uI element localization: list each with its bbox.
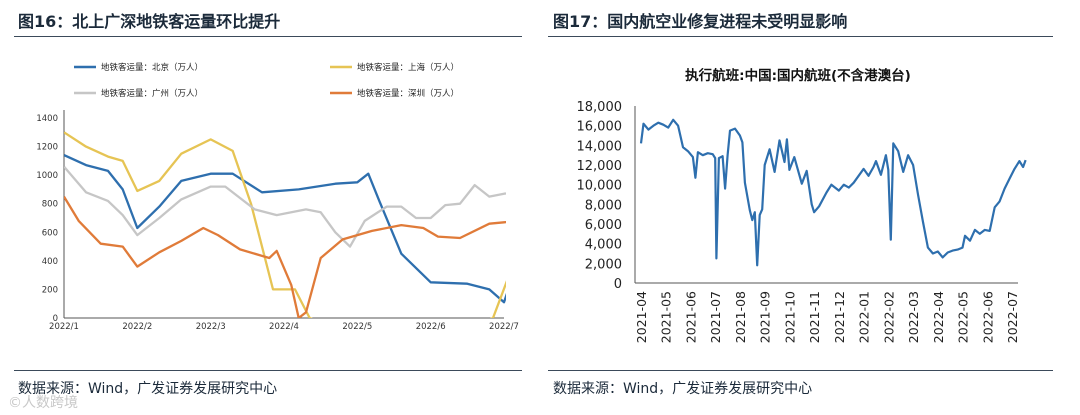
left-series-line-0 [64,154,506,304]
right-source: 数据来源：Wind，广发证券发展研究中心 [553,381,813,397]
left-y-tick-label-3: 600 [42,228,58,238]
left-figure-title: 图16：北上广深地铁客运量环比提升 [18,12,281,31]
left-y-tick-label-5: 1000 [36,171,58,181]
left-y-tick-label-0: 0 [53,314,58,324]
left-legend-label-2: 地铁客运量：广州（万人） [101,88,203,99]
left-x-tick-label-1: 2022/2 [122,322,152,332]
right-figure-title: 图17：国内航空业修复进程未受明显影响 [553,12,848,31]
right-y-tick-label-8: 16,000 [577,120,623,135]
right-x-tick-label-0: 2021-04 [634,291,649,343]
left-legend-label-1: 地铁客运量：上海（万人） [357,62,459,73]
right-x-tick-label-8: 2021-12 [832,291,847,343]
right-y-tick-label-7: 14,000 [577,139,623,154]
right-title-rule [548,36,1053,37]
left-series-line-3 [64,196,506,318]
left-source-rule [14,370,522,371]
right-y-tick-label-2: 4,000 [585,238,622,253]
right-y-tick-label-5: 10,000 [577,179,623,194]
left-y-tick-label-1: 200 [42,285,58,295]
right-series-line-0 [639,118,1027,267]
left-y-tick-label-2: 400 [42,257,58,267]
left-series-line-2 [64,165,506,248]
right-x-tick-label-6: 2021-10 [782,291,797,343]
right-x-tick-label-1: 2021-05 [659,291,674,343]
watermark: ©人数跨境 [8,395,78,411]
right-x-tick-label-4: 2021-08 [733,291,748,343]
right-x-tick-label-9: 2022-01 [857,291,872,343]
right-x-tick-label-5: 2021-09 [758,291,773,343]
right-x-tick-label-10: 2022-02 [881,291,896,343]
left-x-tick-label-5: 2022/6 [416,322,446,332]
left-legend-label-3: 地铁客运量：深圳（万人） [357,88,459,99]
left-x-tick-label-2: 2022/3 [196,322,226,332]
left-source: 数据来源：Wind，广发证券发展研究中心 [18,381,278,397]
left-chart: 0 200 400 600 800 1000 1200 1400 2022/1 2022/2 202… [36,62,519,332]
right-x-tick-label-2: 2021-06 [683,291,698,343]
left-y-tick-label-4: 800 [42,200,58,210]
left-series-line-1 [64,131,313,318]
right-x-tick-label-15: 2022-07 [1005,291,1020,343]
right-x-tick-label-12: 2022-04 [931,291,946,343]
left-x-tick-label-3: 2022/4 [269,322,299,332]
right-x-tick-label-11: 2022-03 [906,291,921,343]
left-title-rule [14,36,522,37]
right-y-tick-label-6: 12,000 [577,159,623,174]
left-x-tick-label-6: 2022/7 [489,322,519,332]
right-y-tick-label-4: 8,000 [585,198,622,213]
right-source-rule [548,370,1053,371]
left-x-tick-label-0: 2022/1 [49,322,79,332]
right-chart-title: 执行航班:中国:国内航班(不含港澳台) [685,67,911,84]
right-y-tick-label-3: 6,000 [585,218,622,233]
right-y-tick-label-0: 0 [614,277,622,292]
right-x-tick-label-7: 2021-11 [807,291,822,343]
right-chart: 执行航班:中国:国内航班(不含港澳台) 0 2,000 4,000 6,000 8,000… [577,67,1027,343]
left-y-tick-label-6: 1200 [36,143,58,153]
left-series-line-1-b [489,280,506,318]
right-y-tick-label-9: 18,000 [577,100,623,115]
right-x-tick-label-13: 2022-05 [956,291,971,343]
left-legend-label-0: 地铁客运量：北京（万人） [101,62,203,73]
left-x-tick-label-4: 2022/5 [342,322,372,332]
right-y-tick-label-1: 2,000 [585,257,622,272]
right-x-tick-label-14: 2022-06 [980,291,995,343]
right-x-tick-label-3: 2021-07 [708,291,723,343]
left-y-tick-label-7: 1400 [36,114,58,124]
